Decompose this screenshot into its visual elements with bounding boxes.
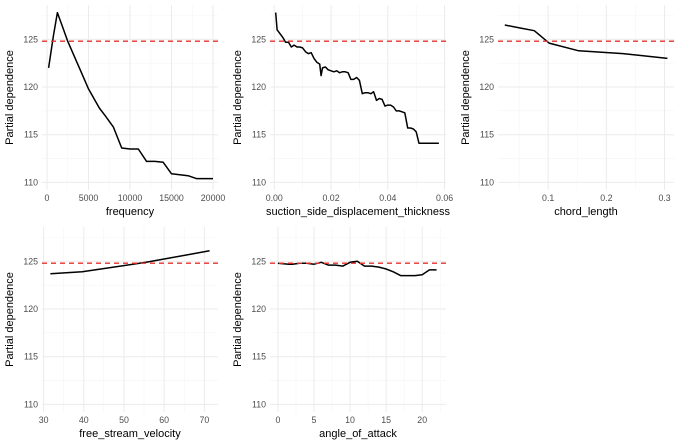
y-axis-title: Partial dependence [4,272,16,367]
panel-5: 110 115 120 125 0 5 10 15 20 angle_of_attack Parti… [232,227,446,440]
y-tick-label: 125 [23,34,38,44]
x-tick-label: 0.1 [542,193,554,203]
y-tick-label: 115 [480,130,494,140]
x-tick-label: 60 [159,415,169,425]
y-tick-label: 110 [252,177,266,187]
y-axis-title: Partial dependence [232,50,244,145]
x-tick-label: 70 [199,415,209,425]
partial-dependence-line [47,11,213,180]
y-tick-label: 115 [252,130,266,140]
partial-dependence-line [277,260,437,277]
y-tick-label: 125 [479,34,494,44]
panel-background [270,5,446,190]
x-tick-label: 0 [45,193,50,203]
y-tick-label: 125 [251,256,266,266]
x-tick-label: 5 [312,415,317,425]
y-axis-title: Partial dependence [4,50,16,145]
panel-1: 110 115 120 125 0 5000 10000 15000 20000 frequenc… [4,5,225,218]
x-axis-title: free_stream_velocity [79,428,181,440]
panel-background [42,227,218,412]
y-tick-label: 115 [24,130,38,140]
x-tick-label: 10000 [118,193,143,203]
y-tick-label: 115 [252,352,266,362]
x-tick-label: 20000 [201,193,226,203]
y-tick-label: 120 [479,82,494,92]
x-tick-label: 0.06 [436,193,453,203]
partial-dependence-line [504,24,668,60]
x-tick-label: 0.2 [600,193,612,203]
x-tick-label: 50 [119,415,129,425]
y-tick-label: 120 [23,82,38,92]
y-tick-label: 110 [252,399,266,409]
x-tick-label: 5000 [79,193,99,203]
x-tick-label: 20 [417,415,427,425]
x-axis-title: frequency [106,206,155,218]
x-axis-title: angle_of_attack [319,428,397,440]
panel-2: 110 115 120 125 0.00 0.02 0.04 0.06 suction_side… [232,5,453,218]
y-tick-label: 110 [480,177,494,187]
y-tick-label: 120 [251,304,266,314]
x-tick-label: 30 [39,415,49,425]
panel-background [498,5,674,190]
y-tick-label: 110 [24,177,38,187]
y-tick-label: 110 [24,399,38,409]
x-tick-label: 0 [275,415,280,425]
x-tick-label: 40 [79,415,89,425]
panel-background [270,227,446,412]
y-tick-label: 120 [251,82,266,92]
partial-dependence-line [274,12,439,145]
x-tick-label: 15000 [159,193,184,203]
panel-3: 110 115 120 125 0.1 0.2 0.3 chord_length Partial… [460,5,674,218]
x-tick-label: 0.3 [658,193,670,203]
y-tick-label: 125 [251,34,266,44]
y-axis-title: Partial dependence [460,50,472,145]
y-tick-label: 120 [23,304,38,314]
x-tick-label: 0.00 [266,193,283,203]
y-tick-label: 115 [24,352,38,362]
x-axis-title: chord_length [554,206,618,218]
x-tick-label: 0.02 [322,193,339,203]
y-tick-label: 125 [23,256,38,266]
x-tick-label: 15 [381,415,391,425]
x-tick-label: 10 [345,415,355,425]
partial-dependence-line [50,250,210,275]
panel-4: 110 115 120 125 30 40 50 60 70 free_stream_veloci… [4,227,218,440]
x-axis-title: suction_side_displacement_thickness [266,206,451,218]
x-tick-label: 0.04 [379,193,396,203]
y-axis-title: Partial dependence [232,272,244,367]
